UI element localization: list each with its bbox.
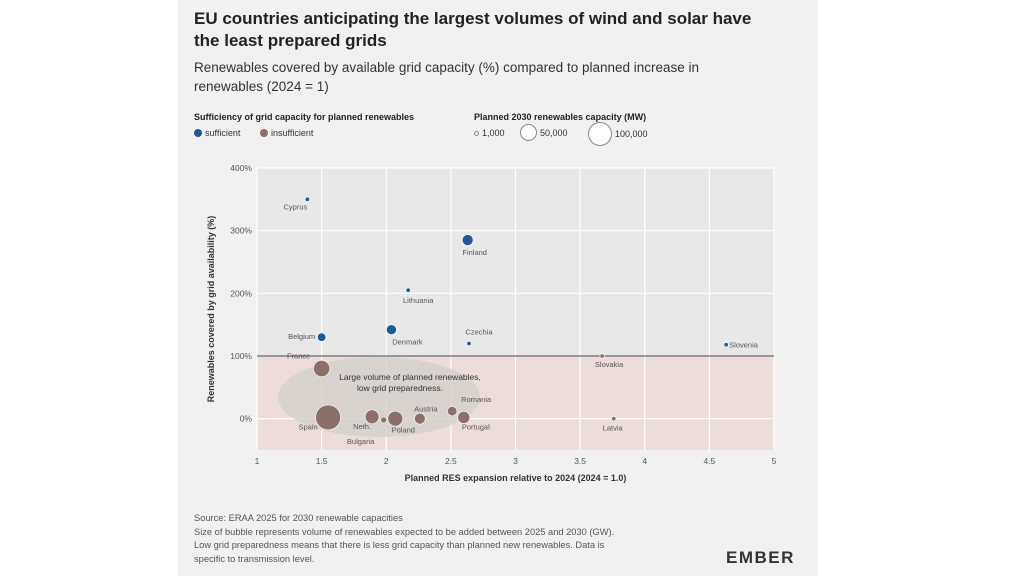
footer-bubble-note: Size of bubble represents volume of rene… [194,526,615,537]
label-belgium: Belgium [288,332,315,341]
annotation-line-2: low grid preparedness. [357,383,443,393]
y-tick-3: 300% [230,226,252,236]
footer-preparedness-note: Low grid preparedness means that there i… [194,540,605,550]
label-neth: Neth. [353,422,371,431]
point-belgium [317,332,327,342]
legend-insufficient: insufficient [260,128,313,138]
label-lithuania: Lithuania [403,296,434,305]
point-spain [315,404,341,431]
label-france: France [287,352,310,361]
label-poland: Poland [392,426,415,435]
legend-size-2-circle [520,124,537,141]
footer-notes: Source: ERAA 2025 for 2030 renewable cap… [194,512,714,566]
legend-sufficient-label: sufficient [205,128,241,138]
point-neth [364,409,380,424]
label-slovenia: Slovenia [729,341,759,350]
label-romania: Romania [461,395,492,404]
x-tick-5: 3.5 [574,456,586,466]
label-latvia: Latvia [603,424,624,433]
point-latvia [611,416,617,422]
x-tick-labels: 1 1.5 2 2.5 3 3.5 4 4.5 5 [255,456,777,466]
point-romania [447,406,458,417]
x-tick-4: 3 [513,456,518,466]
x-axis-label: Planned RES expansion relative to 2024 (… [405,473,627,483]
x-tick-0: 1 [255,456,260,466]
footer-level-note: specific to transmission level. [194,553,315,564]
label-portugal: Portugal [462,422,490,431]
point-slovakia [599,353,605,359]
point-slovenia [723,342,729,348]
point-bulgaria [380,416,387,424]
y-axis-label: Renewables covered by grid availability … [206,216,216,403]
y-tick-labels: 0% 100% 200% 300% 400% [230,163,252,424]
x-tick-7: 4.5 [703,456,715,466]
annotation-line-1: Large volume of planned renewables, [339,372,481,382]
chart-title: EU countries anticipating the largest vo… [194,8,814,52]
legend-size-3-circle [588,122,612,146]
y-tick-4: 400% [230,163,252,173]
point-labels: Cyprus Finland Lithuania Belgium Denmark Czec… [284,202,759,446]
x-tick-3: 2.5 [445,456,457,466]
point-cyprus [304,196,310,202]
label-denmark: Denmark [392,338,423,347]
legend-sufficient-dot [194,129,202,137]
label-finland: Finland [462,248,487,257]
x-tick-1: 1.5 [316,456,328,466]
point-denmark [386,324,397,336]
legend-size-1-label: 1,000 [482,128,505,138]
title-line-2: the least prepared grids [194,31,387,50]
legend-insufficient-dot [260,129,268,137]
scatter-chart: Cyprus Finland Lithuania Belgium Denmark Czec… [206,163,777,483]
y-tick-2: 200% [230,288,252,298]
label-slovakia: Slovakia [595,360,624,369]
ember-logo: EMBER [726,548,795,567]
point-austria [414,412,426,425]
x-tick-2: 2 [384,456,389,466]
subtitle-line-2: renewables (2024 = 1) [194,79,329,94]
point-poland [387,410,404,427]
label-czechia: Czechia [465,327,493,336]
data-points [304,196,729,431]
x-tick-6: 4 [642,456,647,466]
legend-sufficiency-title: Sufficiency of grid capacity for planned… [194,112,415,122]
label-austria: Austria [414,405,438,414]
label-cyprus: Cyprus [284,202,308,211]
label-bulgaria: Bulgaria [347,437,375,446]
point-portugal [457,411,471,424]
legend-size-1-circle [474,130,479,136]
y-tick-1: 100% [230,351,252,361]
legend-size-3: 100,000 [588,122,648,146]
legend-capacity-title: Planned 2030 renewables capacity (MW) [474,112,647,122]
chart-subtitle: Renewables covered by available grid cap… [194,58,804,96]
y-tick-0: 0% [240,414,253,424]
title-line-1: EU countries anticipating the largest vo… [194,9,752,28]
x-tick-8: 5 [772,456,777,466]
point-france [313,360,331,378]
label-spain: Spain [298,422,317,431]
chart-card: EU countries anticipating the largest vo… [178,0,818,576]
legend-size-3-label: 100,000 [615,129,648,139]
legend-size-2: 50,000 [520,124,568,141]
point-czechia [466,340,472,346]
legend-size-2-label: 50,000 [540,127,568,138]
legend-sufficient: sufficient [194,128,240,138]
subtitle-line-1: Renewables covered by available grid cap… [194,60,700,75]
legend-size-1: 1,000 [474,128,505,138]
legend-insufficient-label: insufficient [271,128,314,138]
point-lithuania [405,287,411,293]
point-finland [461,234,474,246]
footer-source: Source: ERAA 2025 for 2030 renewable cap… [194,513,403,523]
